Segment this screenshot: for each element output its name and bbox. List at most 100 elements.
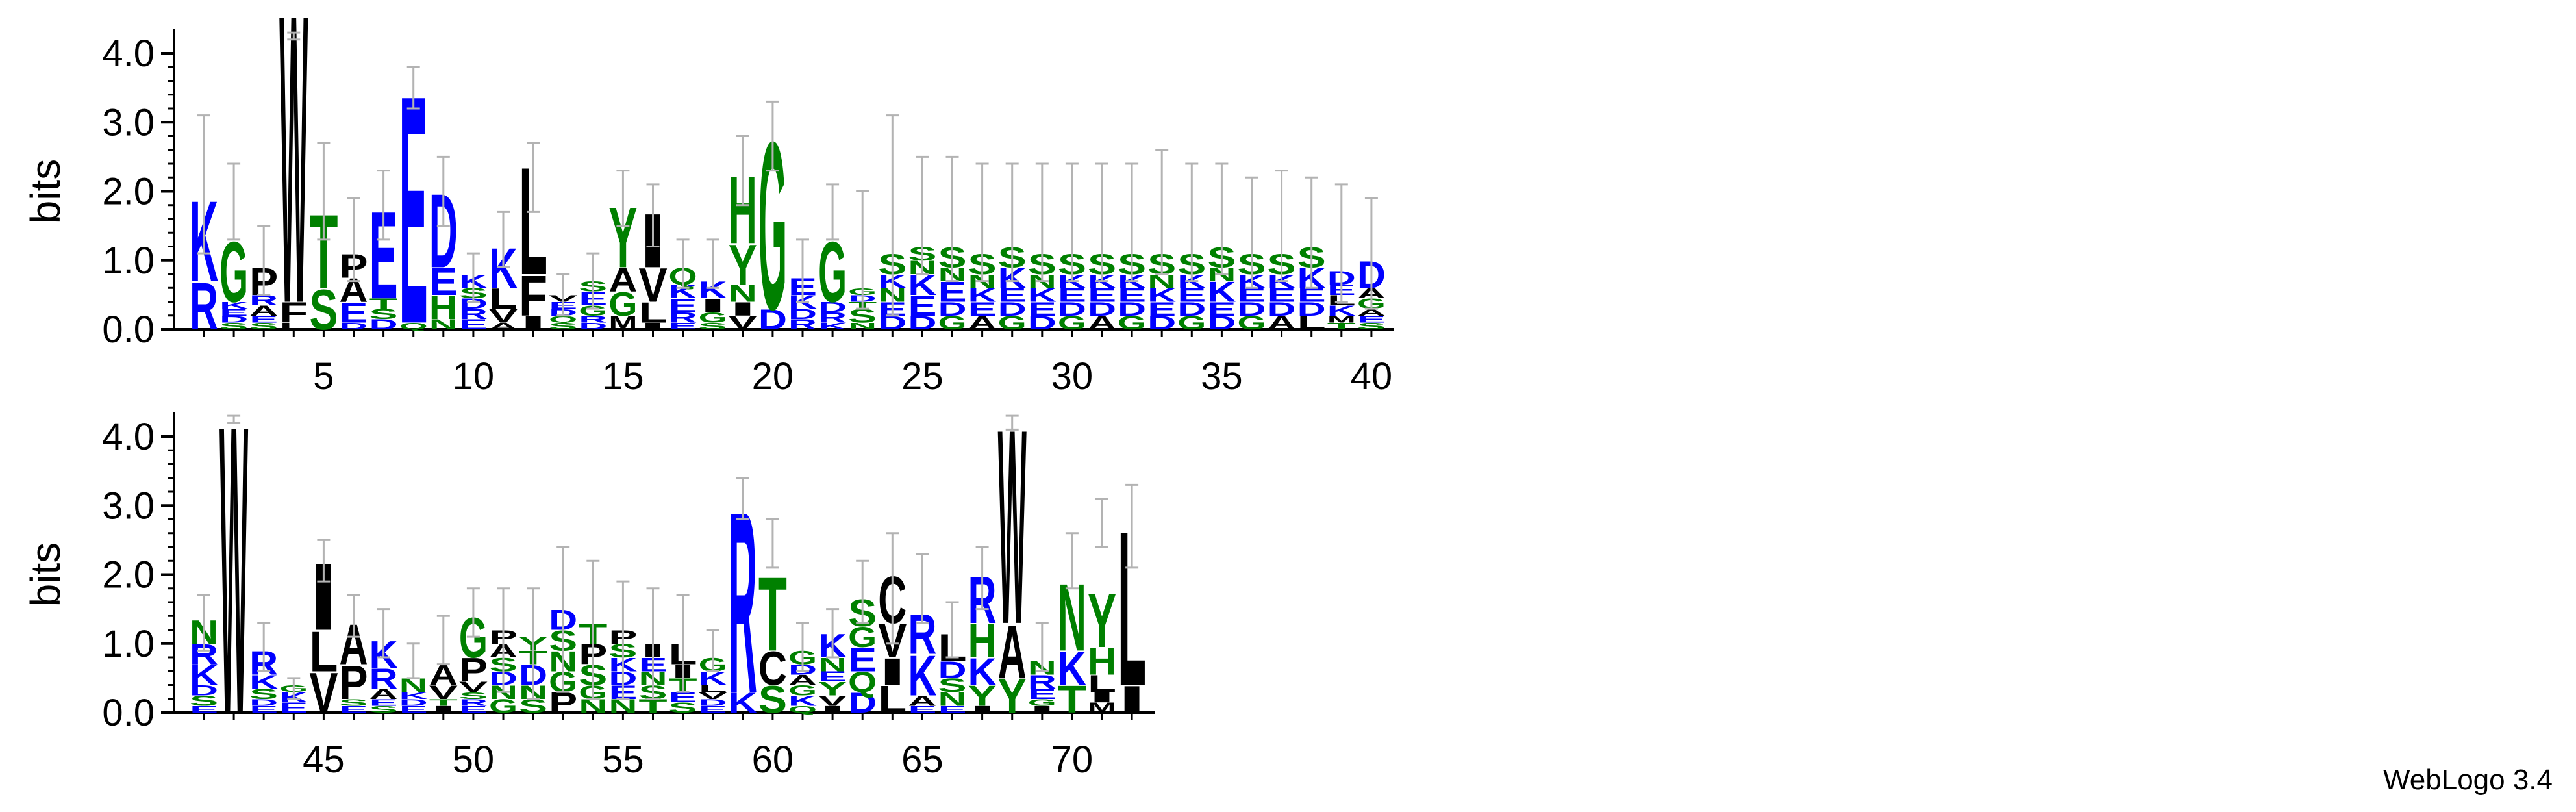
residue-glyph: H: [968, 615, 997, 668]
x-tick-label: 35: [1201, 355, 1243, 398]
residue-glyph: E: [1058, 285, 1086, 306]
y-tick-label: 4.0: [102, 32, 155, 75]
residue-glyph: N: [848, 321, 877, 331]
residue-glyph: E: [399, 704, 428, 715]
residue-glyph: L: [279, 321, 308, 331]
residue-glyph: E: [968, 298, 997, 320]
y-axis-label: bits: [22, 159, 69, 224]
residue-glyph: G: [1118, 312, 1146, 333]
residue-glyph: D: [758, 304, 787, 336]
error-bar: [736, 135, 749, 207]
error-bar: [1125, 483, 1139, 569]
residue-glyph: E: [1147, 298, 1176, 320]
error-bar: [1065, 162, 1079, 283]
error-bar: [886, 532, 899, 645]
position-60-stack: SCT: [758, 518, 787, 721]
residue-glyph: S: [309, 277, 338, 342]
residue-glyph: E: [938, 704, 966, 715]
error-bar: [975, 162, 989, 283]
error-bar: [227, 162, 241, 241]
position-37-stack: ADEKS: [1268, 170, 1296, 334]
residue-glyph: D: [1297, 299, 1326, 320]
y-tick-label: 3.0: [102, 485, 155, 527]
residue-glyph: R: [459, 306, 488, 322]
error-bar: [317, 142, 331, 241]
residue-glyph: E: [669, 295, 697, 316]
residue-glyph: L: [1297, 312, 1326, 333]
residue-glyph: S: [699, 321, 727, 331]
residue-glyph: M: [1088, 700, 1116, 716]
residue-glyph: D: [190, 682, 218, 698]
y-tick-label: 2.0: [102, 171, 155, 213]
residue-glyph: R: [669, 309, 697, 325]
error-bar: [586, 559, 600, 700]
residue-glyph: R: [459, 697, 488, 707]
y-tick-label: 1.0: [102, 240, 155, 282]
residue-glyph: V: [638, 259, 667, 312]
error-bar: [945, 155, 959, 283]
residue-glyph: D: [579, 321, 607, 331]
residue-glyph: L: [1088, 670, 1116, 697]
residue-glyph: A: [1268, 312, 1296, 334]
residue-glyph: G: [1237, 312, 1266, 333]
residue-glyph: Q: [399, 321, 428, 331]
error-bar: [197, 114, 210, 255]
residue-glyph: V: [429, 681, 458, 703]
error-bar: [347, 594, 360, 638]
x-tick-label: 25: [901, 355, 944, 398]
residue-glyph: S: [339, 697, 368, 707]
residue-glyph: D: [1207, 312, 1236, 334]
error-bar: [676, 238, 690, 289]
error-bar: [1275, 170, 1288, 283]
residue-glyph: F: [279, 296, 308, 329]
residue-glyph: K: [1147, 285, 1177, 307]
y-tick-label: 3.0: [102, 101, 155, 144]
residue-glyph: V: [489, 305, 518, 327]
residue-glyph: E: [459, 704, 488, 715]
residue-glyph: N: [938, 689, 966, 711]
residue-glyph: E: [669, 321, 697, 331]
residue-glyph: L: [489, 283, 518, 315]
error-bar: [766, 518, 779, 569]
error-bar: [497, 587, 510, 693]
residue-glyph: P: [459, 651, 488, 689]
residue-glyph: K: [729, 687, 758, 719]
error-bar: [826, 183, 840, 241]
x-tick-label: 20: [752, 355, 794, 398]
residue-glyph: K: [1327, 303, 1356, 319]
residue-glyph: D: [1237, 299, 1266, 320]
residue-glyph: S: [219, 321, 248, 331]
error-bar: [1035, 162, 1049, 283]
position-68-stack: YAW: [998, 371, 1027, 723]
residue-glyph: K: [788, 692, 817, 709]
error-bar: [1065, 532, 1079, 590]
residue-glyph: E: [279, 700, 308, 716]
position-8-stack: QE: [399, 27, 428, 392]
error-bar: [257, 622, 271, 672]
residue-glyph: T: [1058, 678, 1086, 720]
residue-glyph: E: [1118, 285, 1146, 306]
residue-glyph: A: [968, 312, 997, 334]
residue-glyph: I: [638, 321, 667, 332]
residue-glyph: E: [429, 260, 458, 303]
residue-glyph: N: [729, 280, 757, 307]
residue-glyph: E: [1028, 686, 1057, 702]
